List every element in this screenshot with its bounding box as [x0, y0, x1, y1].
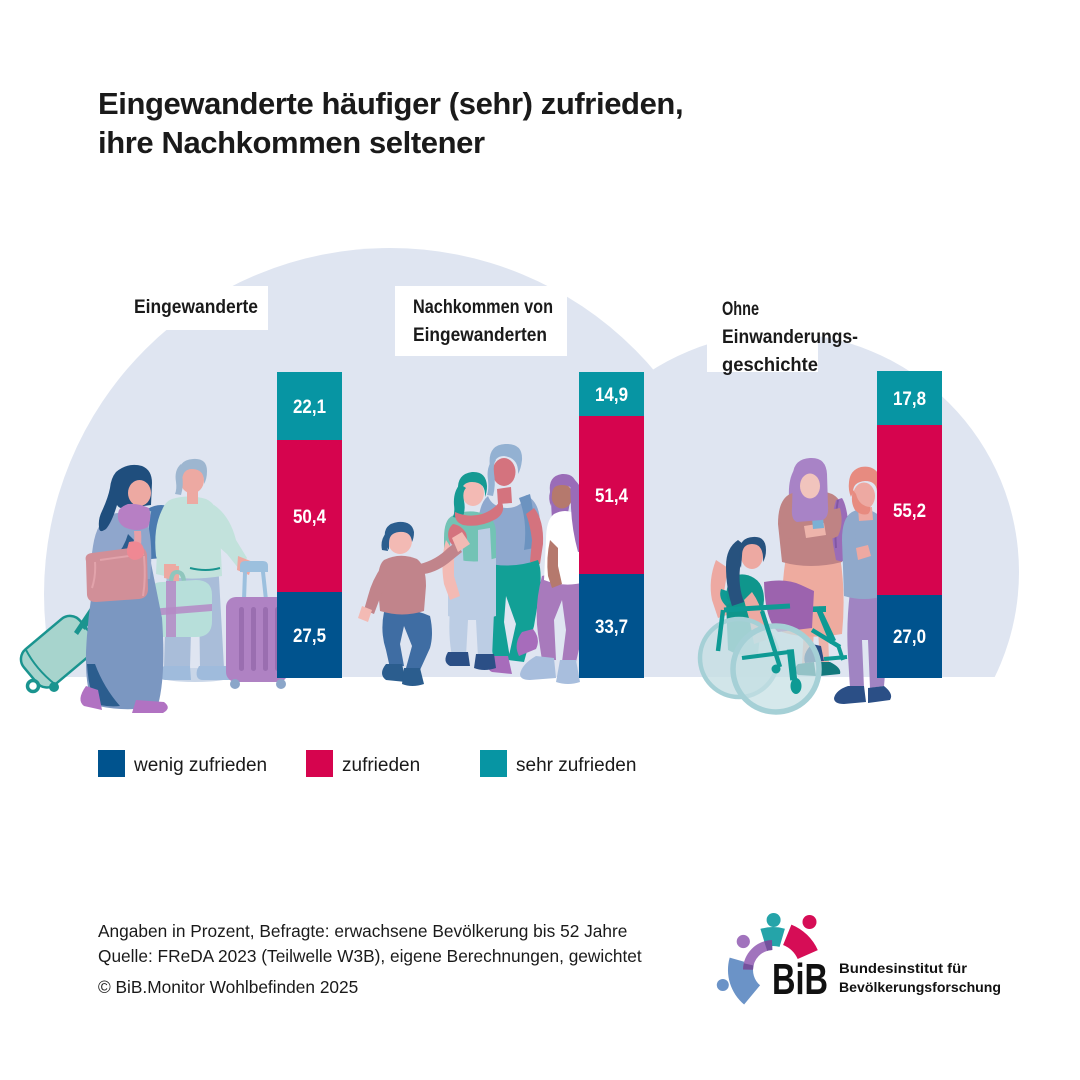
svg-text:27,0: 27,0 [893, 627, 926, 648]
svg-text:14,9: 14,9 [595, 385, 628, 406]
svg-text:BiB: BiB [772, 956, 828, 1004]
svg-text:Quelle: FReDA 2023 (Teilwelle: Quelle: FReDA 2023 (Teilwelle W3B), eige… [98, 946, 642, 966]
svg-text:Einwanderungs-: Einwanderungs- [722, 327, 858, 348]
svg-text:© BiB.Monitor Wohlbefinden 202: © BiB.Monitor Wohlbefinden 2025 [98, 977, 358, 997]
svg-text:Angaben in Prozent, Befragte:: Angaben in Prozent, Befragte: erwachsene… [98, 921, 627, 941]
svg-text:Eingewanderte: Eingewanderte [134, 297, 258, 318]
svg-text:17,8: 17,8 [893, 389, 926, 410]
svg-text:zufrieden: zufrieden [342, 755, 420, 776]
svg-text:55,2: 55,2 [893, 501, 926, 522]
svg-text:sehr zufrieden: sehr zufrieden [516, 755, 636, 776]
svg-text:Eingewanderten: Eingewanderten [413, 325, 547, 346]
svg-text:51,4: 51,4 [595, 486, 628, 507]
svg-text:Nachkommen von: Nachkommen von [413, 297, 553, 318]
svg-text:Bundesinstitut für: Bundesinstitut für [839, 961, 968, 976]
svg-text:geschichte: geschichte [722, 355, 818, 376]
svg-text:22,1: 22,1 [293, 397, 326, 418]
svg-text:wenig zufrieden: wenig zufrieden [133, 755, 267, 776]
svg-text:ihre Nachkommen seltener: ihre Nachkommen seltener [98, 125, 485, 160]
svg-text:50,4: 50,4 [293, 507, 326, 528]
svg-text:Bevölkerungsforschung: Bevölkerungsforschung [839, 980, 1001, 995]
svg-text:27,5: 27,5 [293, 626, 326, 647]
svg-text:Ohne: Ohne [722, 299, 759, 320]
svg-text:Eingewanderte häufiger (sehr): Eingewanderte häufiger (sehr) zufrieden, [98, 86, 683, 121]
svg-text:33,7: 33,7 [595, 617, 628, 638]
